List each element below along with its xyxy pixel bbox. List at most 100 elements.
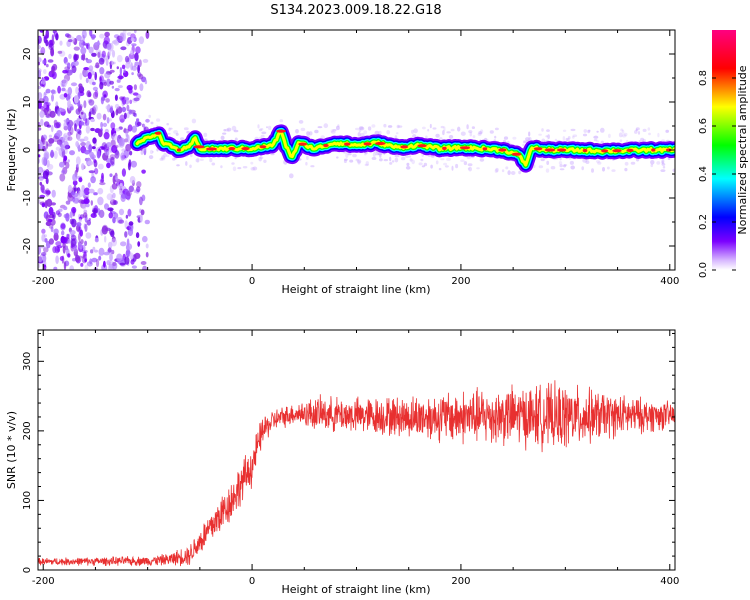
colorbar-tick-label: 0.2 [698,214,709,230]
noise-speckle [97,51,101,58]
x-tick-label: -200 [32,576,55,587]
noise-speckle [138,73,144,80]
halo-speckle [455,163,459,169]
noise-speckle [88,65,94,72]
halo-speckle [510,171,516,175]
halo-speckle [528,131,531,137]
noise-speckle [102,122,108,127]
noise-speckle [115,176,118,181]
halo-speckle [621,134,627,138]
noise-speckle [98,255,102,261]
halo-speckle [258,128,262,132]
ridge-peak [323,143,329,148]
noise-speckle [65,69,69,74]
noise-speckle [55,241,62,247]
noise-speckle [130,50,134,56]
noise-speckle [85,77,89,84]
halo-speckle [443,162,448,166]
snr-panel: -200 0 200 400 0 100 200 300 Height of straight… [5,329,679,596]
noise-speckle [55,210,61,216]
noise-speckle [136,186,141,193]
noise-speckle [133,189,137,194]
noise-speckle [85,203,90,208]
noise-speckle [131,72,134,76]
figure-title: S134.2023.009.18.22.G18 [270,3,441,18]
halo-speckle [363,130,368,135]
noise-speckle [111,238,117,247]
noise-speckle [119,262,126,266]
noise-speckle [111,50,116,58]
noise-speckle [110,230,115,238]
noise-speckle [64,66,70,70]
noise-speckle [90,249,94,254]
noise-speckle [93,158,97,164]
noise-speckle [43,148,47,152]
halo-speckle [209,157,213,163]
halo-speckle [395,132,399,135]
noise-speckle [113,144,119,149]
colorbar-label: Normalized spectral amplitude [736,65,749,234]
halo-speckle [559,157,562,161]
noise-speckle [80,142,86,147]
spectrogram-plot-area [38,30,675,270]
noise-speckle [112,216,116,224]
noise-speckle [133,84,137,91]
halo-speckle [355,158,359,162]
noise-speckle [84,72,89,76]
noise-speckle [63,155,68,161]
noise-speckle [98,57,105,65]
noise-speckle [81,163,85,171]
noise-speckle [82,34,85,43]
noise-speckle [80,262,84,267]
halo-speckle [234,157,237,159]
noise-speckle [83,187,90,196]
halo-speckle [347,153,352,156]
noise-speckle [60,144,64,152]
noise-speckle [43,102,50,110]
noise-speckle [102,113,107,121]
halo-speckle [479,158,485,162]
halo-speckle [300,127,306,132]
halo-speckle [317,126,323,129]
spectrogram-panel: -200 0 200 400 -20 -10 0 10 20 Height of straigh… [5,29,679,296]
noise-speckle [71,206,77,214]
x-tick-label: 200 [451,576,470,587]
noise-speckle [74,123,77,132]
halo-speckle [161,155,165,160]
halo-speckle [405,155,410,158]
noise-speckle [40,118,44,127]
noise-speckle [83,136,89,142]
halo-speckle [661,163,666,166]
halo-speckle [662,165,666,169]
noise-speckle [101,225,108,235]
noise-speckle [80,47,87,55]
noise-speckle [118,208,125,216]
halo-speckle [371,157,377,160]
noise-speckle [105,98,110,103]
noise-speckle [142,58,149,63]
halo-speckle [279,119,284,123]
halo-speckle [166,154,170,157]
halo-speckle [308,131,313,136]
noise-speckle [109,80,114,85]
halo-speckle [295,129,299,134]
halo-speckle [232,166,237,172]
halo-speckle [169,127,173,130]
noise-speckle [38,50,44,55]
noise-speckle [38,61,41,66]
noise-speckle [104,235,107,243]
halo-speckle [323,123,329,129]
halo-speckle [159,157,164,161]
noise-speckle [87,160,94,166]
noise-speckle [47,59,54,63]
noise-speckle [120,241,127,247]
noise-speckle [103,260,106,268]
colorbar-tick-label: 0.6 [698,118,709,134]
ridge-peak [259,145,267,149]
noise-speckle [69,218,75,225]
noise-speckle [57,130,62,134]
noise-speckle [79,243,83,250]
halo-speckle [525,137,530,141]
noise-speckle [135,232,140,239]
